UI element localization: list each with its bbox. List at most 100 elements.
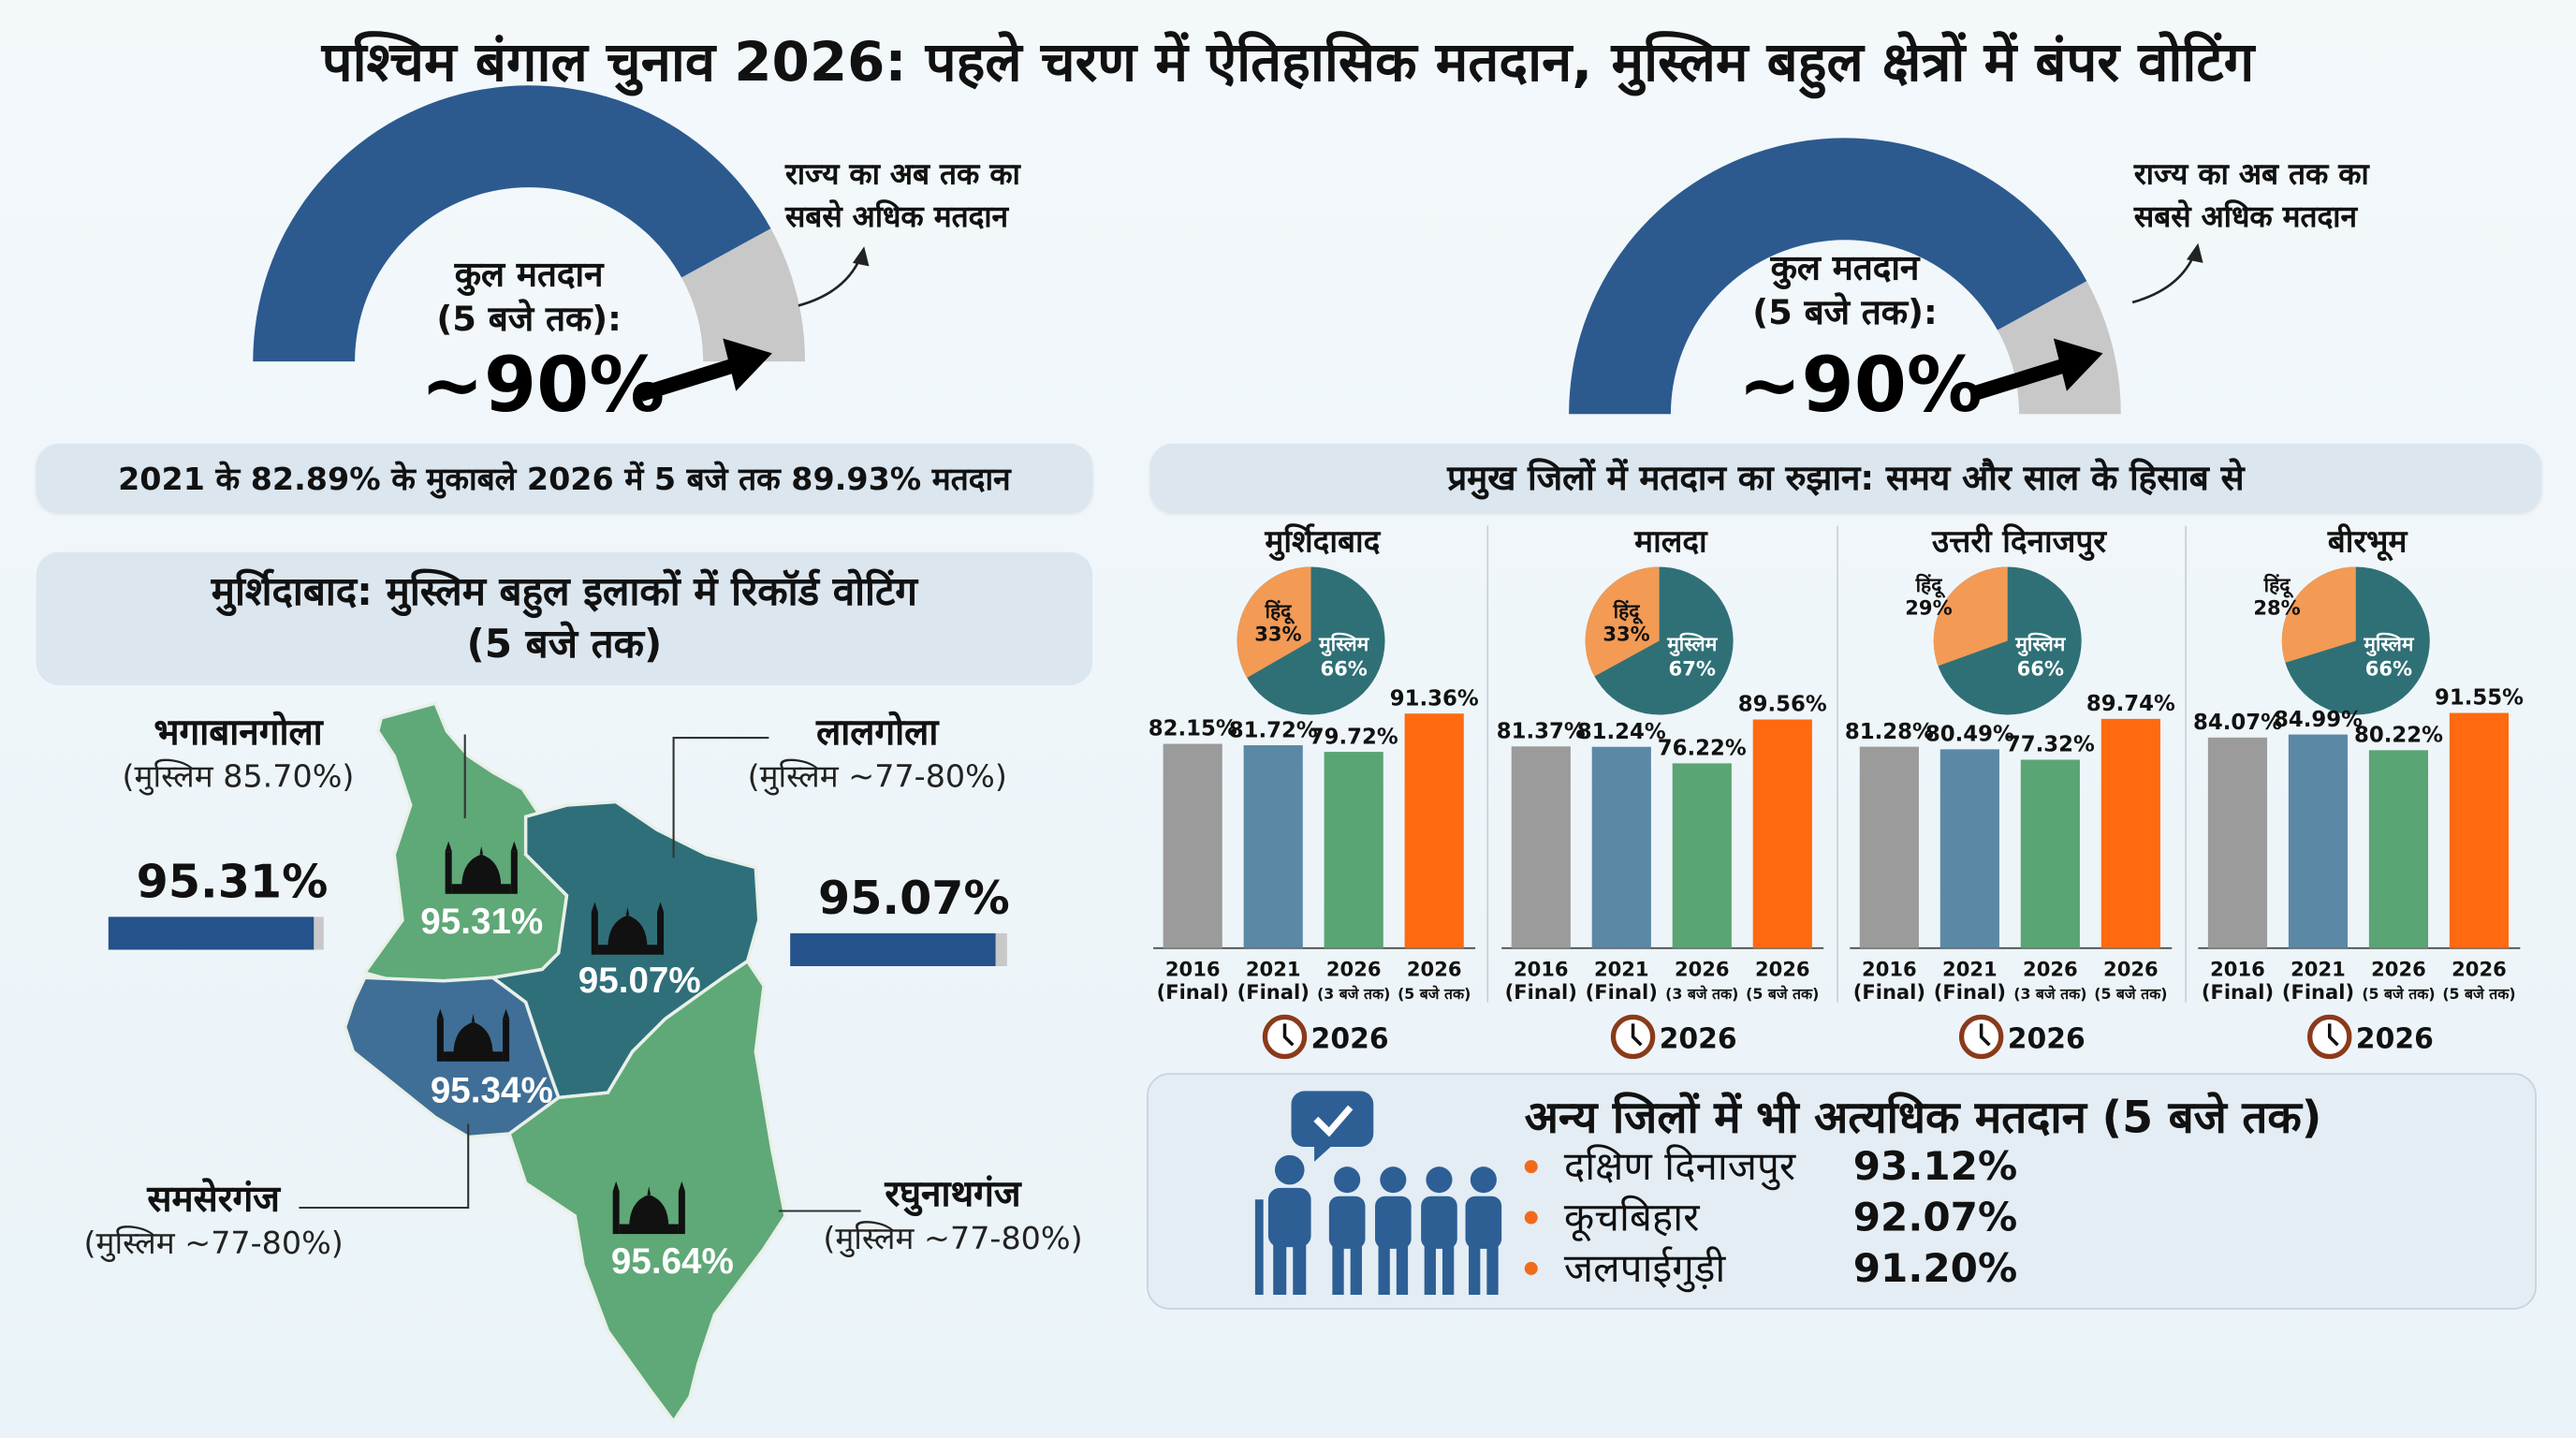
- bar-value-label: 80.22%: [2354, 724, 2443, 748]
- bar-value-label: 76.22%: [1658, 737, 1747, 761]
- area-label-samserganj: समसेरगंज (मुस्लिम ~77-80%): [50, 1180, 378, 1265]
- x-tick-sub: (3 बजे तक): [2013, 985, 2086, 1003]
- district-chart: मालदाहिंदू33% मुस्लिम67%81.37%2016(Final)…: [1497, 523, 1827, 1060]
- pie-value-muslim: 66%: [2365, 656, 2412, 680]
- mosque-icon: [612, 1181, 685, 1235]
- bullet-icon: [1524, 1261, 1538, 1275]
- map-turnout-bhagwangola: 95.31%: [420, 902, 543, 942]
- pie-value-muslim: 66%: [2017, 656, 2064, 680]
- pie-slice-hindu: [1933, 566, 2008, 667]
- gauge-label: (5 बजे तक):: [436, 299, 622, 339]
- gauges-graphic: [253, 85, 2203, 415]
- gauge-value-right: ~90%: [1737, 340, 1983, 430]
- chart-footer-year: 2026: [1311, 1023, 1389, 1056]
- district-name: मालदा: [1633, 523, 1708, 560]
- x-tick-year: 2026: [1407, 958, 1462, 981]
- district-row: दक्षिण दिनाजपुर 93.12%: [1524, 1140, 2018, 1191]
- x-tick-year: 2016: [1862, 958, 1917, 981]
- bar: [2100, 718, 2160, 948]
- district-turnout: 91.20%: [1852, 1244, 2018, 1291]
- x-tick-sub: (Final): [2202, 980, 2274, 1004]
- pie-value-hindu: 29%: [1905, 595, 1952, 619]
- x-tick-sub: (Final): [1505, 980, 1577, 1004]
- map-turnout-samserganj: 95.34%: [431, 1071, 553, 1111]
- area-muslim-share: (मुस्लिम ~77-80%): [823, 1221, 1083, 1257]
- pie-label-muslim: मुस्लिम: [2363, 632, 2414, 657]
- pie-value-hindu: 33%: [1254, 622, 1301, 645]
- clock-hands: [1631, 1023, 1643, 1047]
- note-line: सबसे अधिक मतदान: [784, 200, 1009, 235]
- section-title-line: (5 बजे तक): [466, 621, 663, 668]
- x-tick-year: 2021: [1594, 958, 1649, 981]
- clock-hands: [1979, 1023, 1991, 1047]
- x-tick-year: 2021: [2291, 958, 2346, 981]
- x-tick-year: 2016: [1514, 958, 1569, 981]
- mosque-icon: [591, 902, 665, 955]
- district-trend-charts: मुर्शिदाबादहिंदू33% मुस्लिम66%82.15%2016(…: [1149, 523, 2524, 1060]
- bar: [2368, 750, 2429, 948]
- x-tick-year: 2026: [2103, 958, 2159, 981]
- gauge-fill: [1569, 138, 2087, 415]
- chart-footer-year: 2026: [2008, 1023, 2086, 1056]
- x-tick-sub: (Final): [1237, 980, 1310, 1004]
- district-turnout: 93.12%: [1852, 1142, 2018, 1189]
- x-tick-year: 2016: [1165, 958, 1221, 981]
- bar-value-label: 82.15%: [1149, 717, 1237, 741]
- side-value-bhagwangola: 95.31%: [136, 854, 329, 909]
- bar: [1511, 746, 1571, 948]
- bar-value-label: 91.36%: [1390, 686, 1479, 711]
- district-name: कूचबिहार: [1563, 1194, 1700, 1241]
- bullet-icon: [1524, 1210, 1538, 1224]
- note-line: राज्य का अब तक का: [784, 157, 1020, 193]
- bar: [2288, 734, 2349, 948]
- note-line: राज्य का अब तक का: [2133, 157, 2369, 193]
- district-chart: मुर्शिदाबादहिंदू33% मुस्लिम66%82.15%2016(…: [1149, 523, 1479, 1060]
- clock-hands: [1282, 1023, 1295, 1047]
- side-bar-fill: [790, 932, 997, 966]
- page-title: पश्चिम बंगाल चुनाव 2026: पहले चरण में ऐत…: [321, 29, 2255, 95]
- x-tick-year: 2016: [2210, 958, 2265, 981]
- pie-slice-hindu: [1237, 566, 1311, 678]
- x-tick-year: 2021: [1942, 958, 1998, 981]
- district-row: जलपाईगुड़ी 91.20%: [1524, 1242, 2018, 1293]
- pie-label-hindu: हिंदू: [2263, 573, 2295, 598]
- x-tick-sub: (3 बजे तक): [1665, 985, 1738, 1003]
- x-tick-year: 2026: [2452, 958, 2507, 981]
- panel-divider: [2185, 525, 2188, 1003]
- panel-divider: [1837, 525, 1838, 1003]
- x-tick-year: 2026: [2371, 958, 2426, 981]
- gauge-note-left: राज्य का अब तक का सबसे अधिक मतदान: [785, 154, 1114, 240]
- district-name: मुर्शिदाबाद: [1264, 523, 1381, 562]
- bar-value-label: 89.56%: [1738, 693, 1827, 717]
- district-chart: बीरभूमहिंदू28%मुस्लिम66%84.07%2016(Final…: [2193, 523, 2524, 1060]
- pointer-arrow-icon: [638, 338, 772, 402]
- x-tick-sub: (5 बजे तक): [2094, 985, 2167, 1003]
- bar-value-label: 77.32%: [2006, 733, 2095, 757]
- district-name: बीरभूम: [2327, 523, 2408, 562]
- map-turnout-raghunathganj: 95.64%: [611, 1241, 734, 1282]
- side-bar-fill: [108, 917, 314, 950]
- district-turnout: 92.07%: [1852, 1194, 2018, 1240]
- district-name: उत्तरी दिनाजपुर: [1931, 523, 2107, 562]
- turnout-gauge-left: [253, 85, 805, 362]
- bar: [2207, 737, 2268, 948]
- other-districts-title: अन्य जिलों में भी अत्यधिक मतदान (5 बजे त…: [1524, 1093, 2322, 1144]
- bar: [1939, 749, 1999, 948]
- gauge-fill: [253, 85, 771, 362]
- murshidabad-section-title: मुर्शिदाबाद: मुस्लिम बहुल इलाकों में रिक…: [36, 551, 1093, 685]
- gauge-note-right: राज्य का अब तक का सबसे अधिक मतदान: [2134, 154, 2463, 240]
- area-name: समसेरगंज: [147, 1180, 280, 1222]
- area-muslim-share: (मुस्लिम 85.70%): [122, 758, 355, 796]
- mosque-icon: [445, 841, 518, 894]
- bar: [2449, 712, 2510, 948]
- x-tick-year: 2026: [1755, 958, 1810, 981]
- pie-label-hindu: हिंदू: [1265, 599, 1296, 624]
- bar: [1859, 746, 1919, 948]
- murshidabad-map: 95.31% 95.07% 95.34% 95.64%: [299, 701, 861, 1425]
- bar-value-label: 84.99%: [2274, 708, 2363, 732]
- gauge-value-left: ~90%: [420, 340, 666, 430]
- map-region-raghunathganj[interactable]: [507, 959, 787, 1425]
- x-tick-sub: (Final): [2282, 980, 2354, 1004]
- area-label-raghunathganj: रघुनाथगंज (मुस्लिम ~77-80%): [788, 1175, 1117, 1260]
